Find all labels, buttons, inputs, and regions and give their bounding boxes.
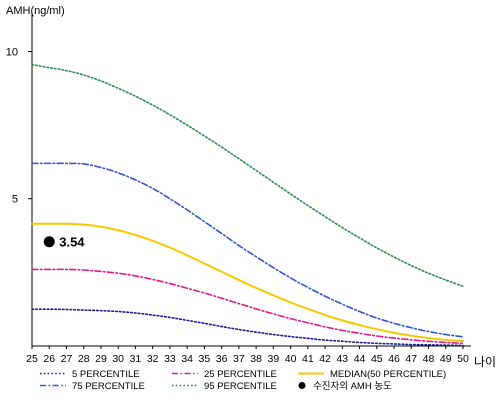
y-tick-label: 10: [6, 46, 18, 58]
x-axis-label: 나이: [474, 355, 496, 369]
x-ticks: 25 26 27 28 29 30 31 32 33 34 35 36 37 38 39 40 41 42 43 44…: [26, 346, 469, 365]
legend-label: 25 PERCENTILE: [204, 369, 277, 380]
x-tick-label: 50: [457, 353, 469, 365]
x-tick-label: 27: [61, 353, 73, 365]
plot-area: 5 10 25 26 27 28 29 30 31 32 33 34 35 36 37 38 39 40 41 42…: [6, 5, 496, 369]
series-line-2: [31, 222, 464, 342]
x-tick-label: 38: [250, 353, 262, 365]
x-tick-label: 31: [130, 353, 142, 365]
x-tick-label: 32: [147, 353, 159, 365]
legend-label: 5 PERCENTILE: [72, 369, 140, 380]
x-tick-label: 36: [216, 353, 228, 365]
patient-amh-point: [43, 236, 55, 248]
series-line-0: [31, 308, 464, 347]
series-line-3: [31, 162, 464, 338]
x-tick-label: 46: [388, 353, 400, 365]
x-tick-label: 30: [112, 353, 124, 365]
x-tick-label: 39: [268, 353, 280, 365]
x-tick-label: 45: [371, 353, 383, 365]
legend: 5 PERCENTILE 25 PERCENTILE MEDIAN(50 PERCE…: [40, 369, 446, 392]
x-tick-label: 28: [78, 353, 90, 365]
legend-marker-swatch: [298, 382, 306, 389]
x-tick-label: 42: [319, 353, 331, 365]
legend-label: MEDIAN(50 PERCENTILE): [330, 369, 446, 380]
legend-label: 수진자의 AMH 농도: [313, 381, 392, 392]
series-lines: [31, 63, 464, 347]
x-tick-label: 34: [181, 353, 193, 365]
legend-label: 95 PERCENTILE: [204, 381, 277, 392]
x-tick-label: 47: [405, 353, 417, 365]
x-tick-label: 25: [26, 353, 38, 365]
x-tick-label: 48: [423, 353, 435, 365]
y-tick-label: 5: [12, 194, 18, 206]
patient-marker: 3.54: [43, 235, 85, 250]
x-tick-label: 40: [285, 353, 297, 365]
x-tick-label: 29: [95, 353, 107, 365]
x-tick-label: 43: [336, 353, 348, 365]
patient-amh-value-label: 3.54: [59, 235, 85, 250]
x-tick-label: 44: [354, 353, 366, 365]
x-tick-label: 49: [440, 353, 452, 365]
x-tick-label: 26: [43, 353, 55, 365]
legend-label: 75 PERCENTILE: [72, 381, 145, 392]
x-tick-label: 33: [164, 353, 176, 365]
y-ticks: 5 10: [6, 46, 32, 206]
series-line-4: [31, 63, 464, 288]
x-tick-label: 35: [199, 353, 211, 365]
x-tick-label: 37: [233, 353, 245, 365]
series-line-1: [31, 268, 464, 345]
y-axis-label: AMH(ng/ml): [6, 5, 65, 17]
x-tick-label: 41: [302, 353, 314, 365]
